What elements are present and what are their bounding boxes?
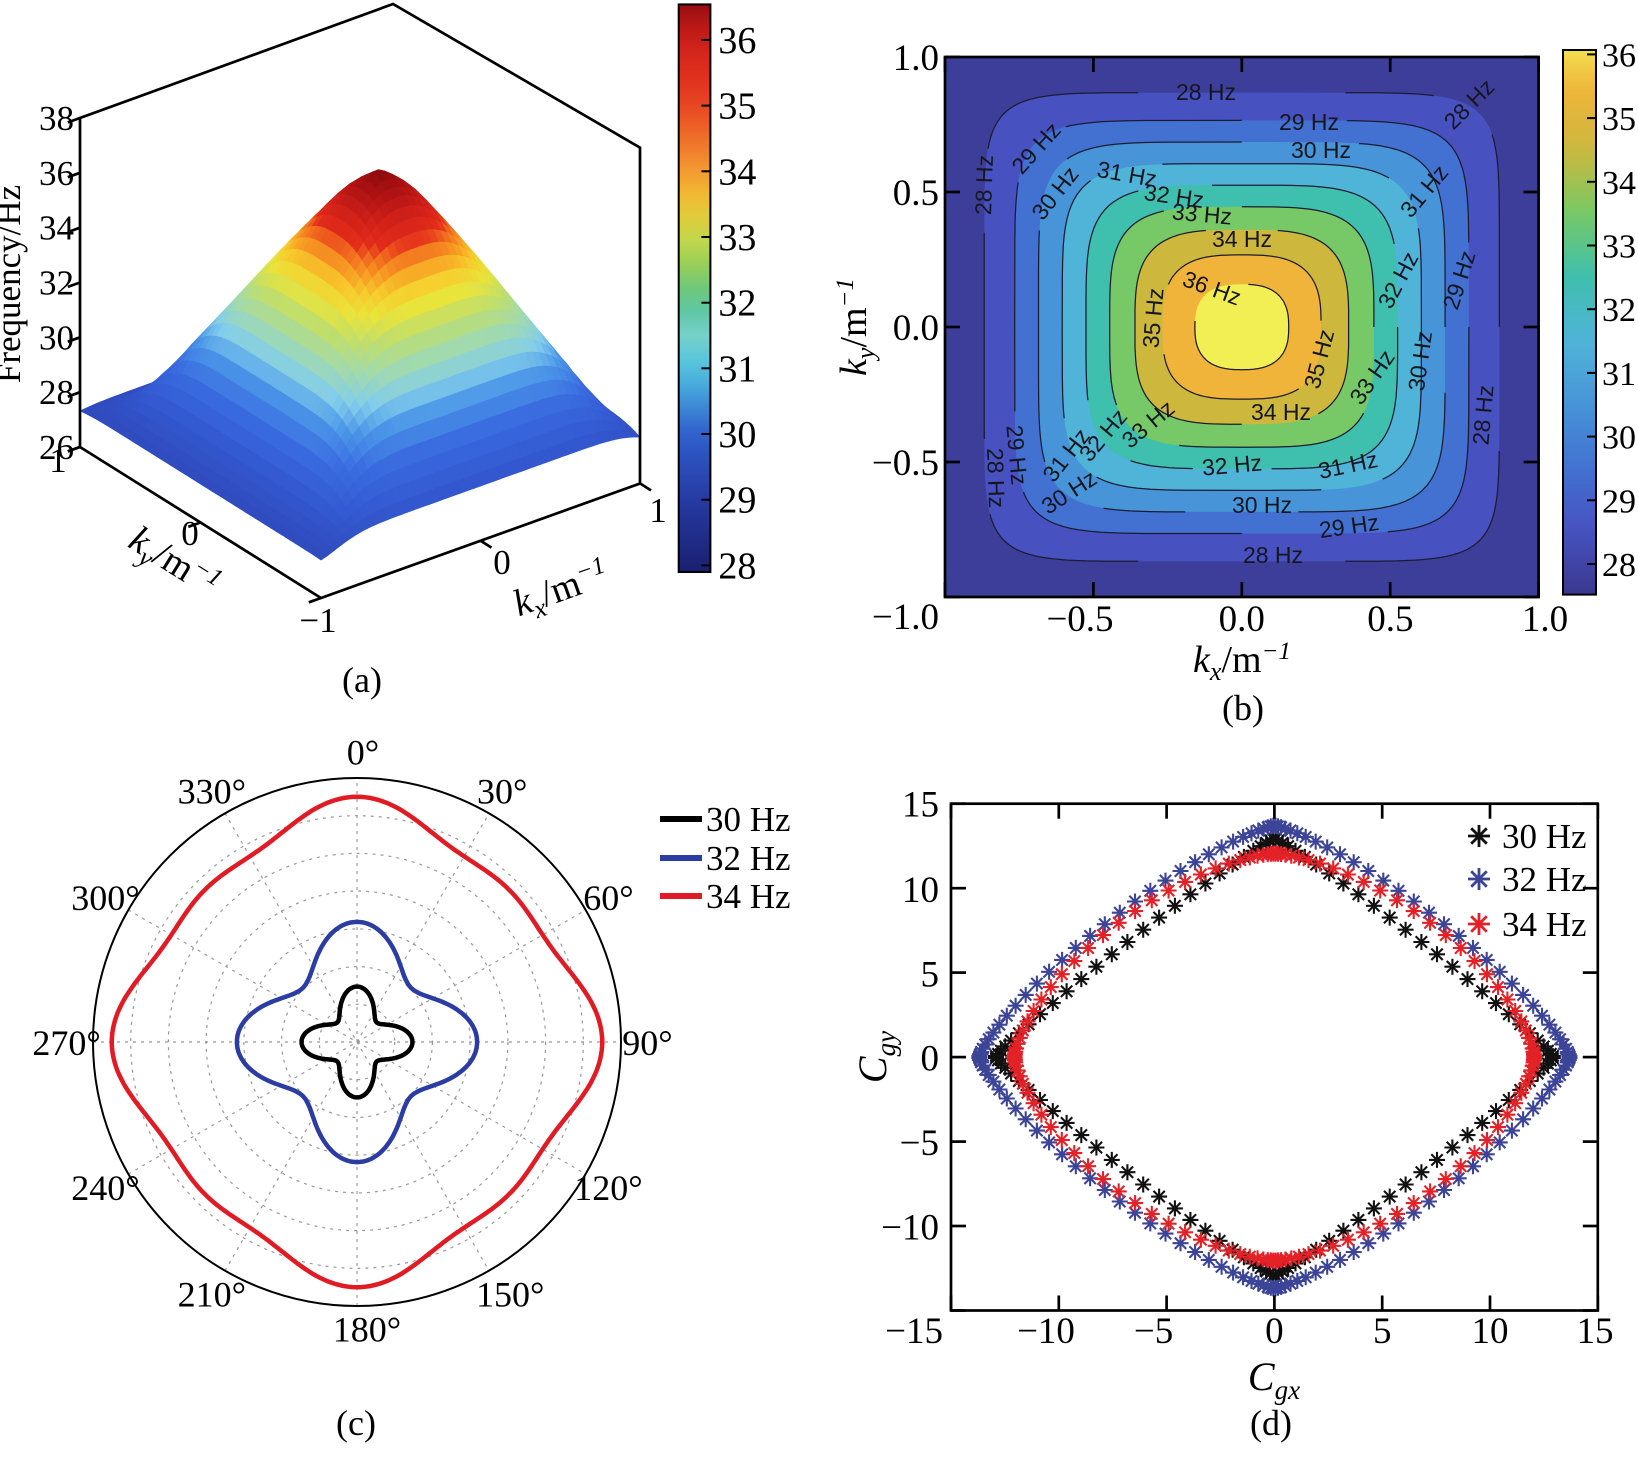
svg-text:33 Hz: 33 Hz bbox=[1171, 198, 1233, 229]
svg-text:35: 35 bbox=[1602, 101, 1636, 138]
svg-text:−0.5: −0.5 bbox=[872, 443, 939, 484]
svg-text:10: 10 bbox=[902, 870, 939, 911]
svg-text:0: 0 bbox=[181, 514, 199, 553]
svg-text:−5: −5 bbox=[1134, 1311, 1173, 1352]
svg-text:0: 0 bbox=[493, 543, 511, 582]
svg-text:90°: 90° bbox=[622, 1023, 672, 1063]
svg-text:32 Hz: 32 Hz bbox=[1201, 449, 1263, 480]
svg-text:300°: 300° bbox=[71, 878, 139, 918]
svg-text:0.0: 0.0 bbox=[1219, 599, 1265, 640]
svg-text:35 Hz: 35 Hz bbox=[1137, 287, 1168, 349]
svg-text:35: 35 bbox=[718, 86, 756, 128]
svg-text:34 Hz: 34 Hz bbox=[706, 877, 791, 916]
svg-text:30 Hz: 30 Hz bbox=[1502, 817, 1587, 856]
svg-text:32 Hz: 32 Hz bbox=[706, 839, 791, 878]
svg-text:(b): (b) bbox=[1222, 688, 1264, 728]
svg-text:29: 29 bbox=[718, 480, 756, 522]
svg-text:5: 5 bbox=[921, 955, 940, 996]
svg-text:36: 36 bbox=[39, 154, 74, 193]
svg-text:270°: 270° bbox=[32, 1023, 100, 1063]
svg-text:30 Hz: 30 Hz bbox=[1291, 137, 1351, 163]
svg-text:30 Hz: 30 Hz bbox=[1232, 492, 1292, 518]
svg-text:34 Hz: 34 Hz bbox=[1212, 226, 1272, 252]
svg-text:30: 30 bbox=[1602, 420, 1636, 457]
svg-text:32: 32 bbox=[1602, 292, 1636, 329]
svg-text:240°: 240° bbox=[71, 1168, 139, 1208]
svg-text:28 Hz: 28 Hz bbox=[970, 155, 998, 216]
svg-text:34 Hz: 34 Hz bbox=[1251, 399, 1311, 425]
svg-text:15: 15 bbox=[1577, 1311, 1614, 1352]
svg-text:28 Hz: 28 Hz bbox=[1467, 384, 1498, 446]
svg-text:kx/m−1: kx/m−1 bbox=[1193, 638, 1291, 686]
svg-text:32: 32 bbox=[39, 264, 74, 303]
svg-text:0°: 0° bbox=[347, 733, 379, 773]
svg-text:60°: 60° bbox=[583, 878, 633, 918]
svg-text:32 Hz: 32 Hz bbox=[1502, 860, 1587, 899]
svg-text:38: 38 bbox=[39, 99, 74, 138]
svg-text:26: 26 bbox=[39, 428, 74, 467]
svg-text:10: 10 bbox=[1472, 1311, 1509, 1352]
svg-text:33: 33 bbox=[718, 217, 756, 259]
svg-text:29: 29 bbox=[1602, 483, 1636, 520]
svg-text:34: 34 bbox=[39, 209, 74, 248]
svg-text:36: 36 bbox=[1602, 37, 1636, 74]
svg-text:−10: −10 bbox=[1017, 1311, 1075, 1352]
svg-text:(d): (d) bbox=[1250, 1403, 1292, 1443]
svg-text:1: 1 bbox=[649, 491, 667, 530]
svg-text:−15: −15 bbox=[885, 1311, 943, 1352]
svg-text:34: 34 bbox=[1602, 165, 1636, 202]
svg-text:1.0: 1.0 bbox=[893, 38, 939, 79]
svg-text:30 Hz: 30 Hz bbox=[706, 800, 791, 839]
svg-text:ky/m−1: ky/m−1 bbox=[832, 278, 880, 376]
svg-text:31: 31 bbox=[1602, 356, 1636, 393]
svg-text:−10: −10 bbox=[881, 1207, 939, 1248]
svg-text:1.0: 1.0 bbox=[1522, 599, 1568, 640]
svg-text:0: 0 bbox=[1265, 1311, 1284, 1352]
svg-text:28 Hz: 28 Hz bbox=[982, 448, 1010, 509]
svg-text:−5: −5 bbox=[900, 1123, 939, 1164]
svg-text:33: 33 bbox=[1602, 229, 1636, 266]
svg-text:5: 5 bbox=[1373, 1311, 1392, 1352]
svg-text:28 Hz: 28 Hz bbox=[1176, 79, 1236, 105]
svg-text:−1: −1 bbox=[299, 601, 336, 640]
svg-text:30: 30 bbox=[39, 318, 74, 357]
svg-text:34 Hz: 34 Hz bbox=[1502, 905, 1587, 944]
svg-text:−1.0: −1.0 bbox=[872, 597, 939, 638]
svg-text:0.5: 0.5 bbox=[1367, 599, 1413, 640]
svg-text:30°: 30° bbox=[477, 772, 527, 812]
svg-text:36: 36 bbox=[718, 20, 756, 62]
svg-text:28: 28 bbox=[718, 545, 756, 587]
svg-text:150°: 150° bbox=[476, 1275, 544, 1315]
svg-text:210°: 210° bbox=[178, 1275, 246, 1315]
svg-text:−0.5: −0.5 bbox=[1046, 599, 1113, 640]
svg-text:Frequency/Hz: Frequency/Hz bbox=[0, 185, 28, 383]
svg-text:330°: 330° bbox=[178, 772, 246, 812]
svg-text:28: 28 bbox=[1602, 547, 1636, 584]
svg-text:0.5: 0.5 bbox=[893, 173, 939, 214]
svg-text:34: 34 bbox=[718, 151, 756, 193]
svg-text:180°: 180° bbox=[333, 1309, 401, 1349]
svg-text:0: 0 bbox=[921, 1039, 940, 1080]
svg-text:1: 1 bbox=[49, 441, 67, 480]
svg-text:15: 15 bbox=[902, 785, 939, 826]
svg-text:29 Hz: 29 Hz bbox=[1279, 109, 1339, 135]
svg-text:31: 31 bbox=[718, 348, 756, 390]
svg-text:0.0: 0.0 bbox=[893, 308, 939, 349]
svg-text:32: 32 bbox=[718, 283, 756, 325]
svg-text:(c): (c) bbox=[336, 1403, 376, 1443]
svg-text:30: 30 bbox=[718, 414, 756, 456]
svg-text:28: 28 bbox=[39, 373, 74, 412]
svg-text:120°: 120° bbox=[574, 1168, 642, 1208]
svg-text:(a): (a) bbox=[342, 660, 382, 700]
svg-text:29 Hz: 29 Hz bbox=[1001, 424, 1032, 486]
svg-text:28 Hz: 28 Hz bbox=[1243, 542, 1303, 568]
